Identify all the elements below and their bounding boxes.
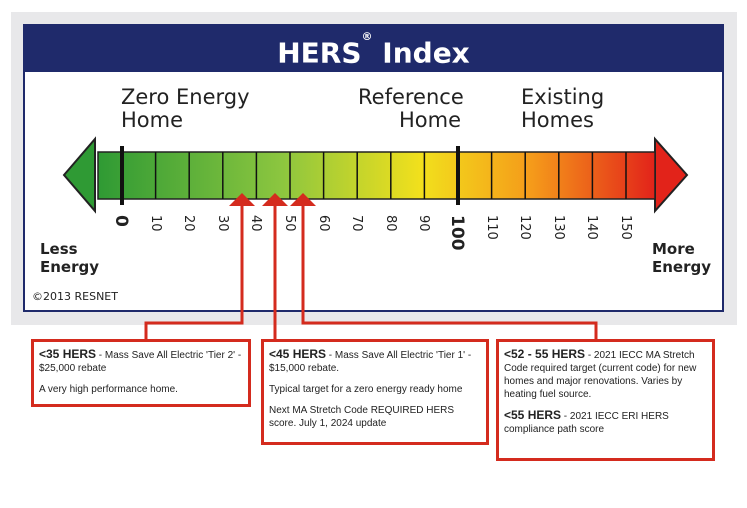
reference-home-label: Reference Home [358, 85, 464, 132]
tick-label: 130 [550, 215, 566, 240]
heading-line: Reference [358, 85, 464, 109]
heading-line: Homes [521, 108, 594, 132]
tick-label: 60 [315, 215, 331, 232]
heading-line: Zero Energy [121, 85, 250, 109]
heading-line: Existing [521, 85, 605, 109]
zero-energy-home-label: Zero Energy Home [121, 86, 250, 132]
rebate-markers [144, 193, 598, 339]
side-line: Energy [652, 258, 712, 276]
less-energy-label: Less Energy [40, 240, 99, 276]
left-arrow-icon [62, 136, 96, 214]
callout-detail: - Mass Save All Electric 'Tier 2' - $25,… [39, 350, 242, 374]
callout-connector [301, 196, 598, 339]
existing-homes-label: Existing Homes [521, 86, 604, 132]
energy-color-bar [97, 151, 656, 200]
tick-label: 0 [111, 215, 131, 227]
callout-note: A very high performance home. [39, 384, 178, 395]
callout-box-35: <35 HERS - Mass Save All Electric 'Tier … [31, 339, 251, 407]
tick-label: 40 [248, 215, 264, 232]
side-line: Energy [40, 258, 100, 276]
tick-label: 50 [282, 215, 297, 232]
registered-mark: ® [361, 30, 373, 43]
callout-bold: <35 HERS [39, 347, 97, 361]
callout-note: Next MA Stretch Code REQUIRED HERS score… [269, 405, 455, 429]
callout-connector [144, 196, 244, 339]
callout-box-52-55: <52 - 55 HERS - 2021 IECC MA Stretch Cod… [496, 339, 715, 461]
side-line: Less [40, 240, 78, 258]
tick-label: 120 [517, 215, 533, 240]
copyright-note: ©2013 RESNET [32, 290, 118, 303]
title-suffix: Index [382, 36, 470, 70]
callout-bold: <45 HERS [269, 347, 327, 361]
callout-note: Typical target for a zero energy ready h… [269, 384, 463, 395]
tick-label: 30 [214, 215, 230, 232]
tick-label: 140 [584, 215, 600, 240]
heading-line: Home [121, 108, 184, 132]
callout-bold: <55 HERS [504, 408, 562, 422]
callout-text: <52 - 55 HERS - 2021 IECC MA Stretch Cod… [504, 348, 708, 401]
tick-label: 80 [382, 215, 398, 232]
callout-text: <35 HERS - Mass Save All Electric 'Tier … [39, 348, 244, 375]
tick-label: 90 [416, 215, 432, 232]
callout-detail: - 2021 IECC ERI HERS compliance path sco… [504, 411, 669, 435]
callout-bold: <52 - 55 HERS [504, 347, 586, 361]
scale-ticks [120, 146, 627, 205]
tick-label: 150 [618, 215, 633, 240]
heading-line: Home [398, 108, 461, 132]
tick-label: 100 [447, 215, 467, 251]
callout-detail: - 2021 IECC MA Stretch Code required tar… [504, 350, 697, 400]
tick-label: 20 [181, 215, 197, 232]
tick-label: 10 [147, 215, 163, 232]
tick-label: 110 [483, 215, 499, 240]
more-energy-label: More Energy [652, 240, 711, 276]
side-line: More [652, 240, 695, 258]
callout-text: <45 HERS - Mass Save All Electric 'Tier … [269, 348, 482, 375]
hers-title-banner: HERS® Index [23, 24, 724, 72]
title-text: HERS [277, 36, 362, 70]
tick-label: 70 [349, 215, 365, 232]
callout-box-45: <45 HERS - Mass Save All Electric 'Tier … [261, 339, 489, 445]
callout-text: <55 HERS - 2021 IECC ERI HERS compliance… [504, 409, 708, 436]
callout-detail: - Mass Save All Electric 'Tier 1' - $15,… [269, 350, 472, 374]
right-arrow-icon [654, 136, 689, 214]
